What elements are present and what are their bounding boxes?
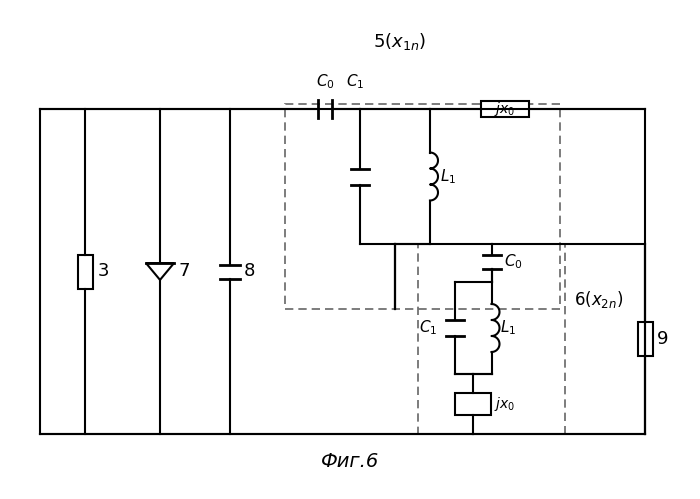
Bar [455, 393, 491, 415]
Text: 9: 9 [657, 330, 668, 348]
Text: $C_0$: $C_0$ [316, 72, 335, 91]
Text: $C_1$: $C_1$ [346, 72, 364, 91]
Bar [481, 101, 529, 117]
Bar [78, 254, 92, 288]
Text: Фиг.6: Фиг.6 [321, 452, 379, 471]
Bar [285, 104, 560, 309]
Text: $jx_0$: $jx_0$ [494, 100, 516, 118]
Text: $C_1$: $C_1$ [419, 319, 437, 337]
Text: $jx_0$: $jx_0$ [494, 395, 515, 413]
Text: 7: 7 [178, 262, 190, 280]
Bar [418, 244, 565, 434]
Bar [638, 322, 652, 356]
Text: 5($x_{1n}$): 5($x_{1n}$) [374, 30, 426, 51]
Text: $L_1$: $L_1$ [440, 167, 456, 186]
Text: 6($x_{2n}$): 6($x_{2n}$) [574, 288, 623, 309]
Text: $C_0$: $C_0$ [503, 252, 522, 271]
Polygon shape [146, 263, 174, 280]
Text: 3: 3 [98, 262, 109, 280]
Text: $L_1$: $L_1$ [500, 319, 516, 337]
Text: 8: 8 [244, 262, 256, 280]
